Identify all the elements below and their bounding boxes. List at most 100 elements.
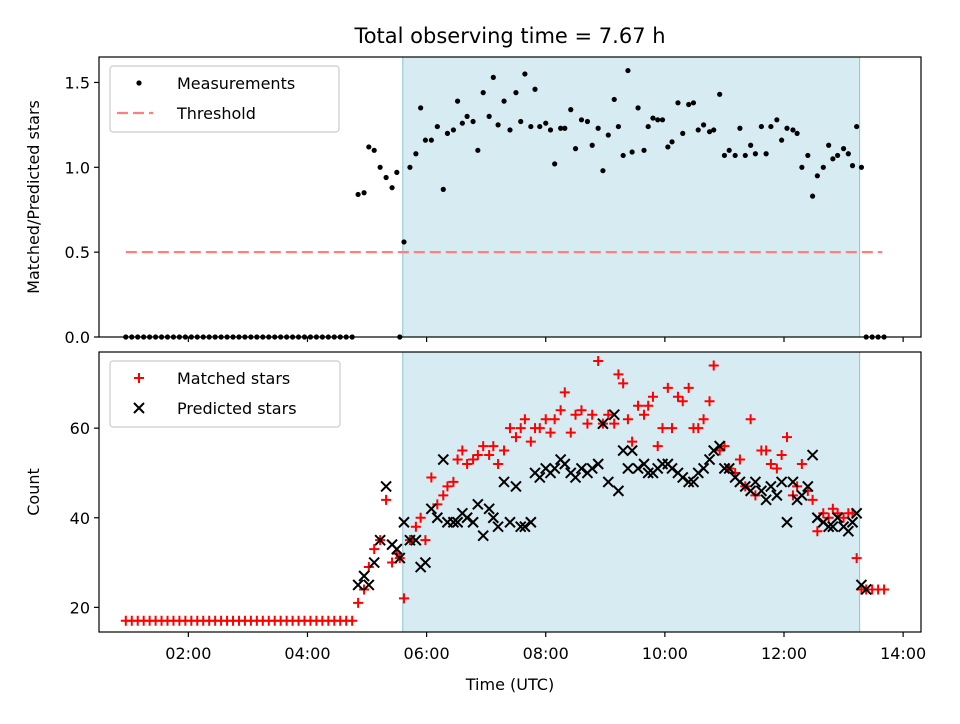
measurement-point	[706, 129, 713, 135]
measurement-point	[552, 161, 558, 167]
measurement-point	[572, 146, 579, 152]
predicted-star-point	[687, 476, 700, 488]
predicted-star-point	[682, 476, 695, 488]
measurement-point	[543, 120, 549, 126]
predicted-star-point	[575, 462, 588, 475]
measurement-point	[486, 113, 492, 119]
matched-star-point	[438, 490, 449, 501]
matched-star-point	[472, 450, 483, 461]
measurement-point	[615, 123, 622, 130]
measurement-point	[794, 130, 800, 136]
predicted-star-point	[515, 521, 527, 533]
matched-star-point	[851, 553, 862, 564]
predicted-star-point	[358, 570, 370, 582]
figure-title: Total observing time = 7.67 h	[353, 24, 665, 48]
measurement-point	[361, 190, 367, 196]
observing-window-shade	[402, 351, 861, 633]
y-axis-label: Count	[24, 468, 43, 516]
predicted-star-point	[380, 480, 392, 493]
predicted-star-point	[461, 512, 473, 524]
measurement-point	[470, 118, 476, 125]
measurement-point	[711, 127, 717, 133]
predicted-star-point	[781, 516, 793, 528]
measurement-point	[700, 122, 707, 128]
y-tick-label: 0.0	[65, 328, 90, 347]
matched-star-point	[381, 494, 392, 505]
measurement-point	[418, 105, 424, 111]
x-tick-label: 02:00	[165, 644, 211, 663]
matched-star-point	[838, 512, 849, 523]
predicted-star-point	[760, 494, 772, 506]
measurement-point	[537, 123, 543, 130]
measurement-point	[629, 149, 635, 155]
measurement-point	[605, 132, 611, 138]
measurement-point	[407, 164, 413, 170]
y-tick-label: 1.5	[65, 73, 90, 92]
measurement-point	[507, 127, 513, 133]
matched-star-point	[683, 382, 694, 393]
axes-frame	[98, 351, 922, 633]
matched-star-point	[639, 409, 650, 420]
matched-star-point	[613, 369, 624, 380]
predicted-star-point	[622, 462, 634, 475]
predicted-star-point	[713, 440, 726, 452]
measurement-point	[371, 147, 377, 153]
predicted-star-point	[472, 498, 484, 511]
predicted-star-point	[723, 462, 735, 475]
legend-marker-predicted	[133, 402, 145, 414]
predicted-star-point	[749, 476, 762, 488]
matched-star-point	[452, 454, 463, 465]
measurement-point	[464, 113, 470, 119]
matched-star-point	[545, 427, 556, 438]
matched-star-point	[818, 508, 829, 519]
predicted-star-point	[827, 521, 839, 533]
predicted-star-point	[368, 556, 380, 569]
predicted-star-point	[642, 467, 654, 479]
measurement-point	[578, 117, 585, 123]
matched-star-point	[448, 476, 459, 487]
matched-star-point	[603, 409, 614, 420]
predicted-star-point	[608, 409, 620, 421]
measurement-point	[518, 118, 524, 125]
x-tick-label: 12:00	[761, 644, 807, 663]
x-tick-label: 04:00	[284, 644, 330, 663]
measurement-point	[659, 117, 666, 123]
measurement-point	[690, 100, 697, 106]
measurement-point	[490, 74, 496, 80]
measurement-point	[475, 147, 481, 153]
predicted-star-point	[498, 476, 510, 488]
measurement-point	[858, 164, 865, 170]
predicted-star-point	[419, 556, 432, 569]
matched-star-point	[657, 423, 668, 434]
x-tick-label: 08:00	[523, 644, 569, 663]
matched-star-point	[618, 378, 629, 389]
predicted-star-point	[775, 476, 788, 488]
matched-star-point	[781, 432, 792, 443]
matched-star-point	[633, 400, 644, 411]
matched-star-point	[398, 593, 409, 604]
measurement-point	[849, 163, 856, 169]
measurement-point	[820, 164, 826, 170]
predicted-star-point	[771, 489, 783, 502]
matched-star-point	[643, 400, 654, 411]
legend-label: Matched stars	[177, 369, 290, 388]
measurement-point	[784, 125, 790, 131]
measurement-point	[655, 117, 661, 123]
matched-star-point	[432, 499, 443, 510]
measurement-point	[779, 137, 785, 143]
matched-star-point	[462, 459, 473, 469]
y-tick-label: 60	[70, 419, 90, 438]
measurement-point	[748, 142, 754, 148]
x-tick-label: 10:00	[642, 644, 688, 663]
matched-star-point	[677, 396, 688, 407]
measurement-point	[480, 90, 486, 96]
measurement-point	[645, 123, 651, 130]
predicted-star-point	[548, 462, 561, 475]
measurement-point	[611, 96, 617, 103]
predicted-star-point	[534, 471, 546, 484]
matched-star-point	[719, 441, 730, 452]
measurement-point	[641, 147, 647, 153]
predicted-star-point	[831, 512, 844, 524]
predicted-star-point	[796, 489, 808, 502]
